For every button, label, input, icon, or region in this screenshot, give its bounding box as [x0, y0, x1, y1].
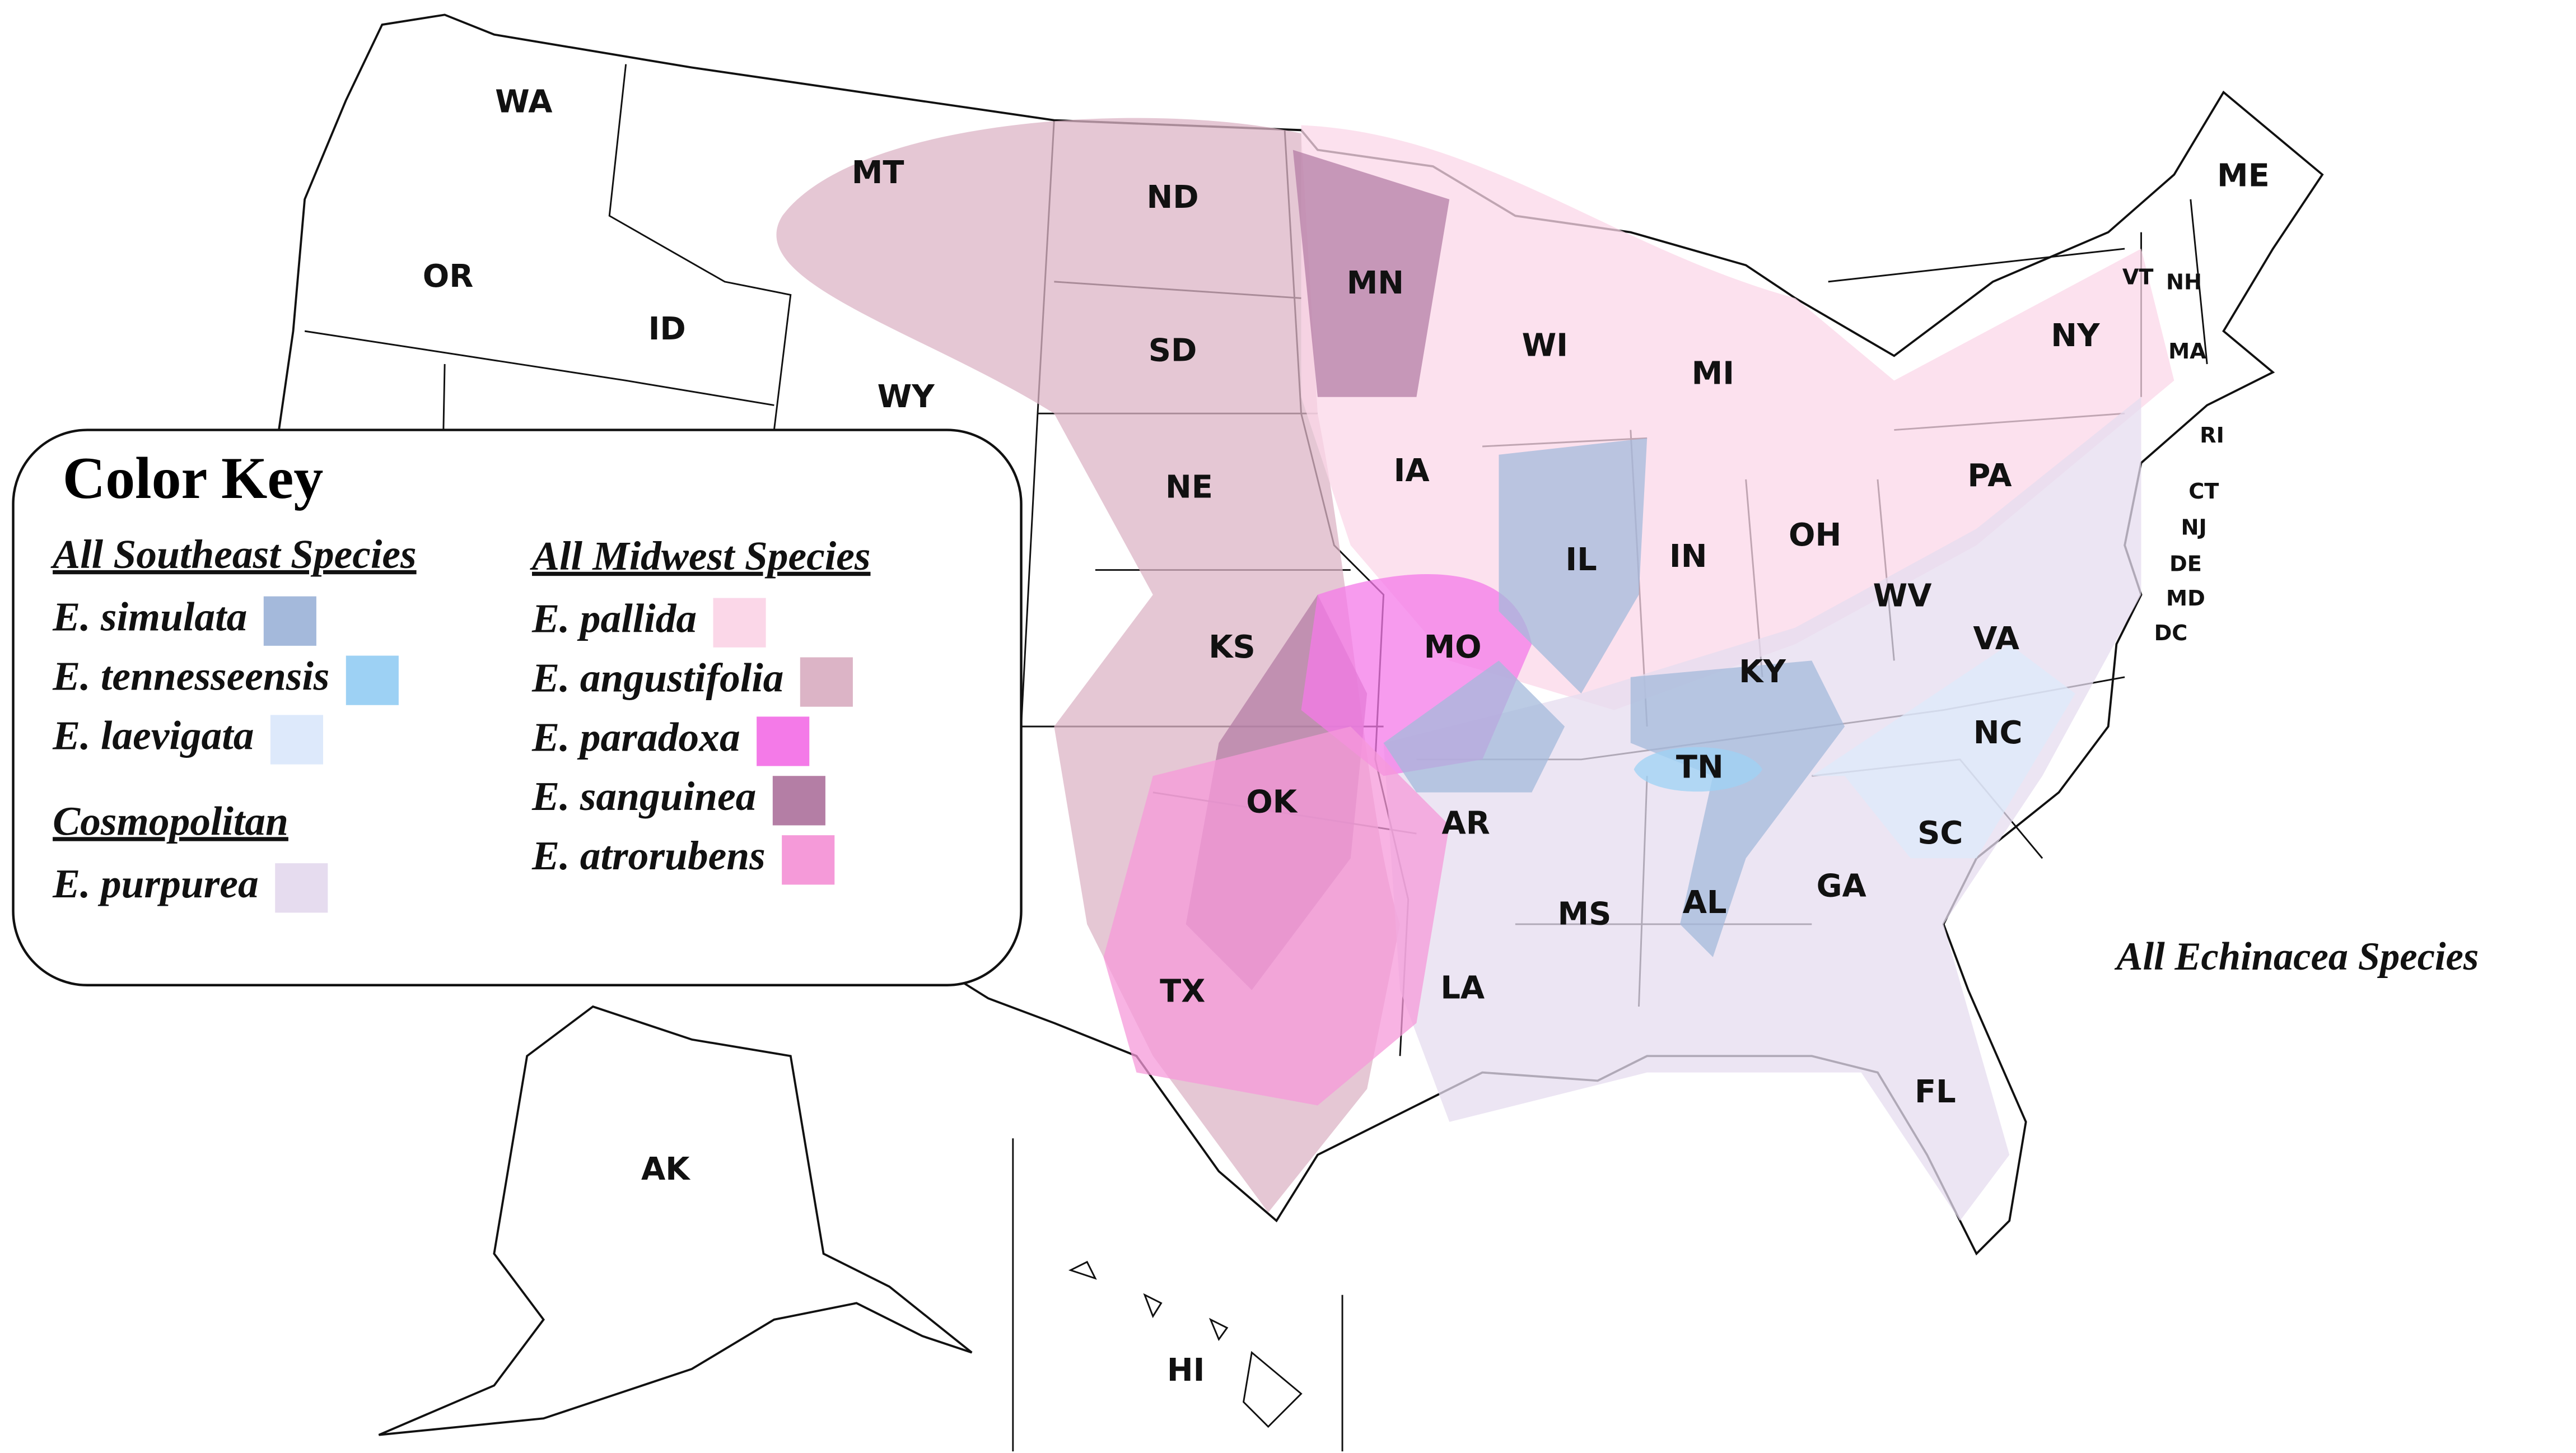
legend-entry: E. atrorubens [531, 832, 766, 878]
inset-frame [1012, 1138, 1343, 1452]
state-label: AR [1442, 805, 1490, 842]
alaska-outline [378, 1005, 973, 1436]
state-label: TX [1160, 974, 1205, 1010]
state-label: NH [2166, 270, 2202, 295]
state-label: WI [1522, 328, 1568, 364]
legend-swatch [757, 716, 810, 766]
state-label: MO [1424, 629, 1482, 665]
state-label: KS [1208, 629, 1256, 665]
legend-swatch [772, 776, 825, 826]
state-label: LA [1440, 970, 1485, 1007]
legend-swatch [346, 655, 399, 705]
state-label: OK [1246, 784, 1298, 820]
legend-entry: E. paradoxa [531, 714, 740, 760]
state-label: IL [1565, 542, 1597, 578]
legend-entry: E. purpurea [52, 860, 259, 906]
legend-swatch [800, 657, 853, 707]
state-label: OR [423, 258, 474, 295]
state-label: MS [1557, 896, 1611, 932]
state-label: HI [1167, 1352, 1205, 1389]
legend-group-title: Cosmopolitan [53, 798, 288, 844]
state-label: NJ [2181, 516, 2207, 541]
state-label: MN [1347, 265, 1404, 301]
legend-group-title: All Southeast Species [50, 531, 416, 577]
state-labels: WA OR ID MT WY ND SD NE KS OK TX MN IA MO AR LA WI IL MI IN… [423, 83, 2270, 1389]
state-label: ID [648, 311, 686, 347]
legend-group-title: All Midwest Species [530, 533, 870, 579]
state-label: NC [1973, 715, 2023, 751]
map-title: All Echinacea Species [2114, 935, 2479, 979]
state-label: PA [1967, 458, 2012, 494]
species-range [1812, 644, 2075, 859]
state-label: CT [2188, 479, 2219, 504]
state-label: VT [2122, 265, 2154, 290]
state-label: WV [1873, 578, 1932, 614]
state-label: IN [1669, 538, 1707, 575]
state-label: DC [2154, 621, 2188, 646]
legend-entry: E. laevigata [52, 712, 254, 758]
legend-entry: E. simulata [52, 594, 247, 640]
legend: Color Key All Southeast Species E. simula… [12, 429, 1023, 986]
legend-swatch [275, 863, 328, 913]
state-label: IA [1394, 453, 1430, 489]
state-label: FL [1915, 1074, 1956, 1110]
state-label: SC [1917, 815, 1963, 851]
state-label: WA [495, 83, 552, 120]
state-label: TN [1676, 749, 1724, 786]
legend-box [12, 429, 1023, 986]
state-label: NY [2051, 318, 2100, 354]
state-label: KY [1739, 654, 1786, 690]
legend-entry: E. tennesseensis [52, 653, 329, 699]
state-label: AK [641, 1151, 690, 1187]
state-label: ND [1147, 179, 1199, 216]
state-label: MD [2166, 586, 2205, 611]
state-label: GA [1817, 868, 1866, 904]
legend-swatch [270, 715, 324, 765]
state-label: AL [1683, 884, 1727, 921]
state-label: RI [2200, 423, 2224, 448]
state-label: ME [2217, 158, 2270, 194]
state-label: OH [1789, 517, 1841, 553]
state-label: SD [1149, 332, 1197, 369]
state-label: MT [852, 155, 904, 191]
legend-entry: E. sanguinea [531, 773, 756, 819]
state-label: WY [878, 379, 935, 415]
legend-swatch [782, 835, 835, 885]
species-ranges [776, 118, 2174, 1221]
state-label: NE [1165, 469, 1213, 506]
state-label: VA [1973, 621, 2019, 657]
hawaii-islands [1068, 1260, 1303, 1428]
legend-title: Color Key [63, 445, 324, 511]
legend-entry: E. pallida [531, 595, 697, 641]
legend-entry: E. angustifolia [531, 654, 783, 700]
state-label: MI [1692, 356, 1734, 392]
species-range [1634, 747, 1763, 792]
state-label: DE [2169, 552, 2202, 576]
state-label: MA [2168, 339, 2206, 364]
legend-swatch [263, 596, 316, 646]
legend-swatch [713, 598, 766, 648]
species-range [1103, 726, 1450, 1106]
